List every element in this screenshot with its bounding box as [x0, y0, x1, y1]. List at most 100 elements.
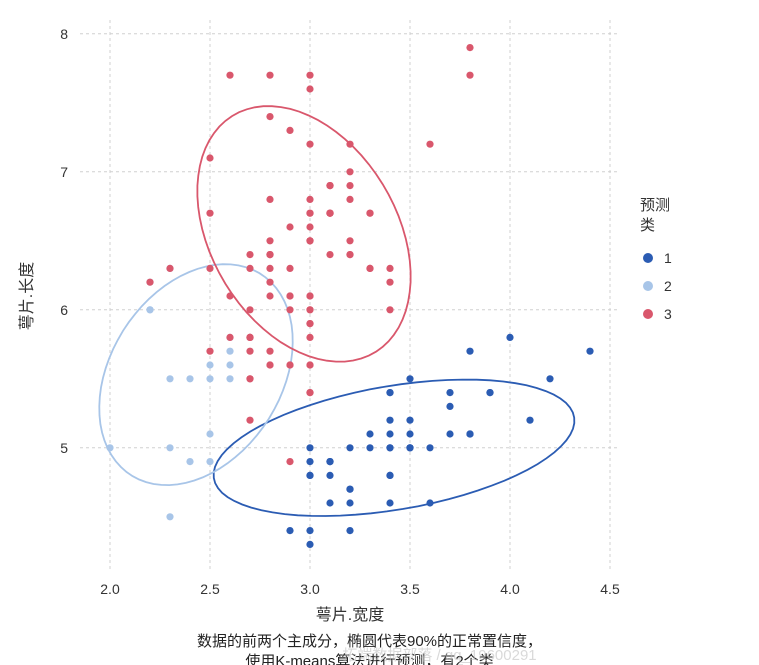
point	[526, 417, 533, 424]
point	[246, 375, 253, 382]
legend-label: 3	[664, 306, 672, 322]
point	[346, 141, 353, 148]
point	[326, 472, 333, 479]
point	[286, 361, 293, 368]
point	[306, 141, 313, 148]
point	[366, 210, 373, 217]
scatter-plot: 2.02.53.03.54.04.5 5678 萼片.宽度 萼片.长度 预测 类…	[0, 0, 759, 665]
point	[206, 265, 213, 272]
point	[286, 292, 293, 299]
point	[166, 375, 173, 382]
point	[326, 499, 333, 506]
point	[446, 403, 453, 410]
point	[326, 251, 333, 258]
point	[206, 430, 213, 437]
point	[286, 306, 293, 313]
y-tick-label: 7	[60, 164, 68, 180]
point	[266, 196, 273, 203]
point	[186, 458, 193, 465]
point	[306, 237, 313, 244]
point	[326, 458, 333, 465]
point	[326, 210, 333, 217]
point	[366, 265, 373, 272]
point	[226, 361, 233, 368]
point	[206, 361, 213, 368]
point	[446, 430, 453, 437]
y-ticks: 5678	[60, 26, 68, 456]
point	[346, 168, 353, 175]
point	[286, 458, 293, 465]
point	[146, 306, 153, 313]
point	[346, 527, 353, 534]
point	[226, 292, 233, 299]
point	[466, 44, 473, 51]
point	[226, 334, 233, 341]
point	[346, 196, 353, 203]
point	[546, 375, 553, 382]
point	[266, 113, 273, 120]
x-tick-label: 3.5	[400, 581, 420, 597]
point	[206, 154, 213, 161]
point	[446, 389, 453, 396]
point	[206, 210, 213, 217]
point	[306, 527, 313, 534]
point	[346, 251, 353, 258]
point	[386, 472, 393, 479]
legend-title-line2: 类	[640, 217, 655, 234]
point	[206, 458, 213, 465]
point	[306, 334, 313, 341]
point	[226, 348, 233, 355]
point	[306, 72, 313, 79]
point	[326, 182, 333, 189]
point	[426, 141, 433, 148]
point	[366, 444, 373, 451]
point	[306, 306, 313, 313]
legend-marker	[643, 281, 653, 291]
point	[466, 72, 473, 79]
point	[226, 72, 233, 79]
point	[386, 417, 393, 424]
point	[306, 472, 313, 479]
y-tick-label: 5	[60, 440, 68, 456]
point	[586, 348, 593, 355]
point	[306, 223, 313, 230]
point	[306, 210, 313, 217]
point	[206, 375, 213, 382]
point	[506, 334, 513, 341]
x-tick-label: 3.0	[300, 581, 320, 597]
point	[266, 361, 273, 368]
point	[266, 237, 273, 244]
point	[346, 499, 353, 506]
point	[406, 375, 413, 382]
point	[486, 389, 493, 396]
point	[406, 444, 413, 451]
point	[146, 279, 153, 286]
point	[306, 389, 313, 396]
y-tick-label: 8	[60, 26, 68, 42]
point	[386, 265, 393, 272]
point	[286, 265, 293, 272]
x-ticks: 2.02.53.03.54.04.5	[100, 581, 620, 597]
point	[406, 417, 413, 424]
point	[306, 458, 313, 465]
x-tick-label: 4.0	[500, 581, 520, 597]
x-tick-label: 2.5	[200, 581, 220, 597]
point	[246, 306, 253, 313]
point	[166, 513, 173, 520]
point	[366, 430, 373, 437]
point	[266, 279, 273, 286]
point	[306, 196, 313, 203]
point	[246, 417, 253, 424]
point	[266, 348, 273, 355]
point	[266, 251, 273, 258]
point	[246, 265, 253, 272]
point	[346, 182, 353, 189]
point	[306, 292, 313, 299]
point	[386, 306, 393, 313]
legend: 预测 类 123	[640, 197, 672, 322]
point	[386, 389, 393, 396]
point	[266, 265, 273, 272]
point	[246, 251, 253, 258]
point	[286, 527, 293, 534]
point	[426, 444, 433, 451]
